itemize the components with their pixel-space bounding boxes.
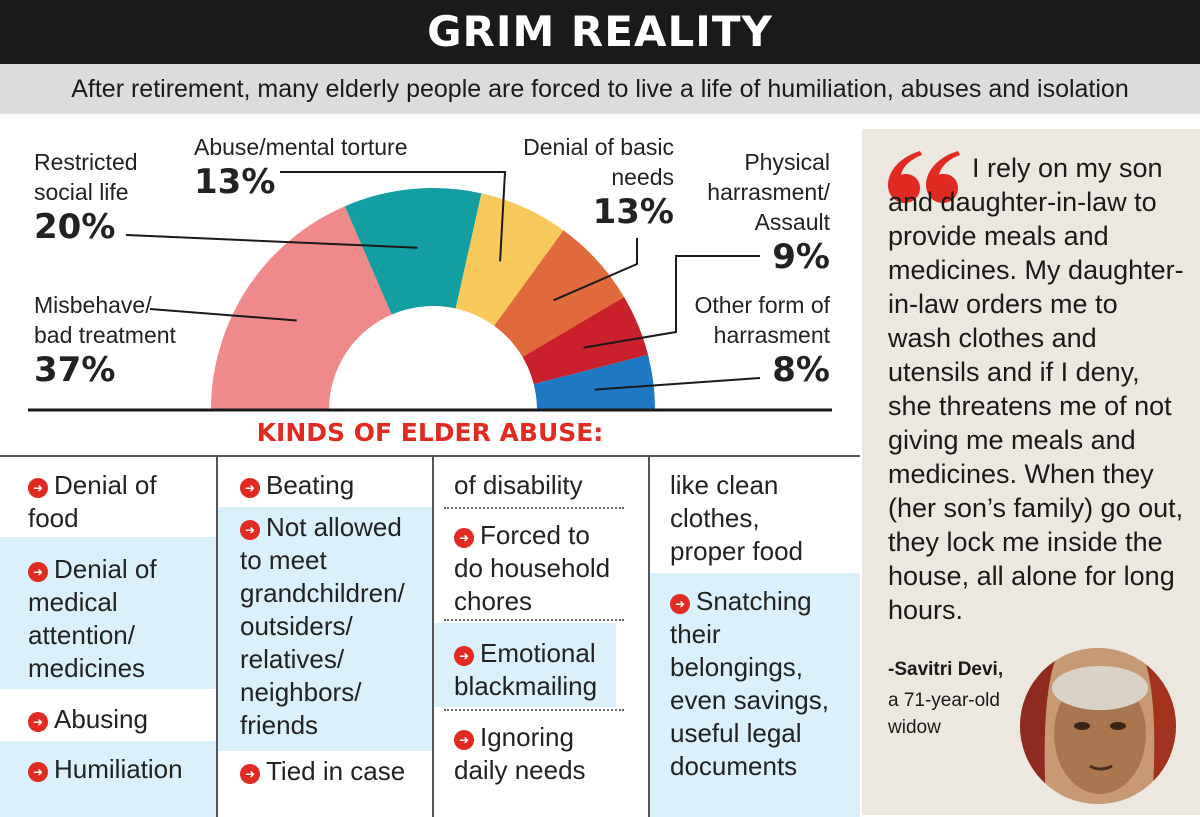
slice-label-text: Misbehave/ bad treatment [34, 292, 176, 348]
label-restricted-social-life: Restricted social life 20% [34, 147, 154, 247]
leader-line-2 [280, 171, 507, 262]
abuse-item: ➜ Emotional blackmailing [454, 638, 598, 701]
abuse-column-1: ➜ Denial of food ➜ Denial of medical atten… [0, 457, 218, 817]
arrow-bullet-icon: ➜ [454, 730, 474, 750]
slice-3 [494, 230, 625, 358]
quote-author: -Savitri Devi, [888, 659, 1004, 680]
leader-line-0 [149, 308, 297, 322]
leader-line-3 [553, 238, 638, 302]
page-subtitle: After retirement, many elderly people ar… [0, 64, 1200, 114]
abuse-item: ➜ Tied in case [218, 755, 432, 788]
abuse-item: ➜ Denial of food [28, 470, 157, 533]
abuse-column-2: ➜ Beating ➜ Not allowed to meet grandchild… [218, 457, 434, 817]
label-misbehave: Misbehave/ bad treatment 37% [34, 290, 194, 390]
highlight-band [650, 573, 860, 817]
abuse-item: ➜ Ignoring daily needs [454, 722, 586, 785]
dotted-divider [444, 709, 624, 711]
slice-1 [344, 188, 482, 315]
arrow-bullet-icon: ➜ [28, 712, 48, 732]
portrait-photo [1020, 648, 1176, 804]
slice-label-text: Restricted social life [34, 149, 138, 205]
slice-label-text: Physical harrasment/ Assault [707, 149, 830, 235]
leader-line-5 [594, 377, 761, 391]
slice-5 [533, 354, 655, 410]
abuse-column-3: of disability ➜ Forced to do household ch… [434, 457, 650, 817]
label-denial-basic-needs: Denial of basic needs 13% [460, 132, 674, 232]
slice-0 [211, 206, 392, 410]
abuse-item: ➜ Not allowed to meet grandchildren/ outs… [240, 512, 405, 740]
kinds-title: KINDS OF ELDER ABUSE: [256, 418, 604, 447]
slice-value: 37% [34, 350, 116, 390]
arrow-bullet-icon: ➜ [28, 478, 48, 498]
quote-author-desc: a 71-year-old widow [888, 690, 1000, 738]
abuse-item: ➜ Forced to do household chores [454, 520, 611, 616]
slice-2 [455, 193, 564, 326]
abuse-columns: ➜ Denial of food ➜ Denial of medical atten… [0, 455, 860, 817]
slice-value: 9% [772, 237, 830, 277]
dotted-divider [444, 507, 624, 509]
arrow-bullet-icon: ➜ [240, 520, 260, 540]
semi-donut-chart [28, 171, 832, 412]
slice-label-text: Other form of harrasment [694, 292, 830, 348]
slice-label-text: Abuse/mental torture [194, 134, 408, 160]
abuse-item: ➜ Beating [218, 469, 432, 502]
abuse-item: ➜ Humiliation [0, 753, 216, 786]
abuse-item: like clean clothes, proper food [670, 470, 803, 566]
label-abuse-mental-torture: Abuse/mental torture 13% [194, 132, 408, 202]
slice-label-text: Denial of basic needs [523, 134, 674, 190]
slice-value: 13% [592, 192, 674, 232]
abuse-item: ➜ Denial of medical attention/ medicines [28, 554, 157, 683]
slice-value: 20% [34, 207, 116, 247]
arrow-bullet-icon: ➜ [28, 762, 48, 782]
label-physical-harrasment: Physical harrasment/ Assault 9% [680, 147, 830, 277]
slice-4 [522, 296, 649, 385]
label-other-harrasment: Other form of harrasment 8% [680, 290, 830, 390]
slice-value: 8% [772, 350, 830, 390]
abuse-item: ➜ Snatching their belongings, even saving… [670, 586, 829, 781]
dotted-divider [444, 619, 624, 621]
quote-mark-icon [888, 151, 960, 203]
quote-text: I rely on my son and daughter-in-law to … [888, 153, 1184, 625]
arrow-bullet-icon: ➜ [454, 528, 474, 548]
abuse-column-4: like clean clothes, proper food ➜ Snatchi… [650, 457, 860, 817]
arrow-bullet-icon: ➜ [670, 594, 690, 614]
highlight-band [218, 507, 432, 751]
slice-value: 13% [194, 162, 276, 202]
page-title: GRIM REALITY [0, 0, 1200, 64]
abuse-item: ➜ Abusing [0, 703, 216, 736]
abuse-item: of disability [454, 470, 583, 500]
chart-area: Restricted social life 20% Abuse/mental … [0, 114, 860, 459]
arrow-bullet-icon: ➜ [240, 478, 260, 498]
arrow-bullet-icon: ➜ [454, 646, 474, 666]
portrait-illustration [1020, 648, 1176, 804]
arrow-bullet-icon: ➜ [240, 764, 260, 784]
arrow-bullet-icon: ➜ [28, 562, 48, 582]
leader-line-4 [583, 255, 760, 349]
leader-line-1 [125, 234, 418, 249]
